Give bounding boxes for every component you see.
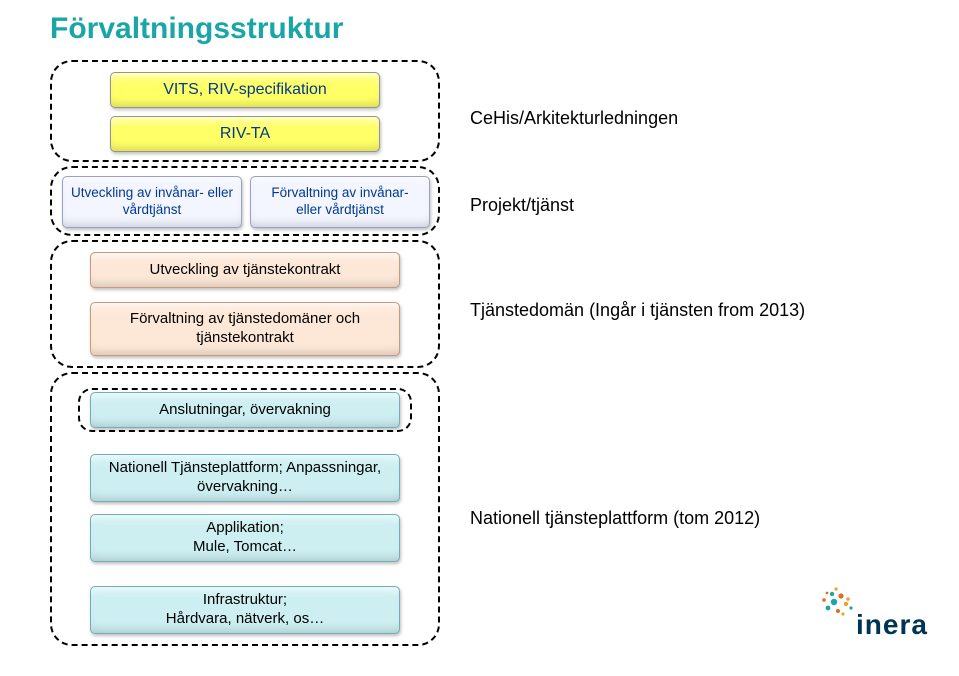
box-applikation: Applikation; Mule, Tomcat… [90, 514, 400, 562]
label-projekt: Projekt/tjänst [470, 195, 574, 216]
box-anslutningar: Anslutningar, övervakning [90, 392, 400, 428]
box-forvaltning-vard: Förvaltning av invånar- eller vårdtjänst [250, 176, 430, 228]
box-riv-ta: RIV-TA [110, 116, 380, 152]
box-vits: VITS, RIV-specifikation [110, 72, 380, 108]
inera-logo: inera [812, 582, 942, 657]
svg-text:inera: inera [856, 609, 928, 640]
label-cehis: CeHis/Arkitekturledningen [470, 108, 678, 129]
label-nationell: Nationell tjänsteplattform (tom 2012) [470, 508, 760, 529]
box-nationell-plattform: Nationell Tjänsteplattform; Anpassningar… [90, 454, 400, 502]
label-tjanstedoman: Tjänstedomän (Ingår i tjänsten from 2013… [470, 300, 805, 321]
page-title: Förvaltningsstruktur [50, 12, 343, 46]
box-tjanstekontrakt: Utveckling av tjänstekontrakt [90, 252, 400, 288]
box-infrastruktur: Infrastruktur; Hårdvara, nätverk, os… [90, 586, 400, 634]
box-utveckling-vard: Utveckling av invånar- eller vårdtjänst [62, 176, 242, 228]
box-tjanstedoman: Förvaltning av tjänstedomäner och tjänst… [90, 302, 400, 356]
